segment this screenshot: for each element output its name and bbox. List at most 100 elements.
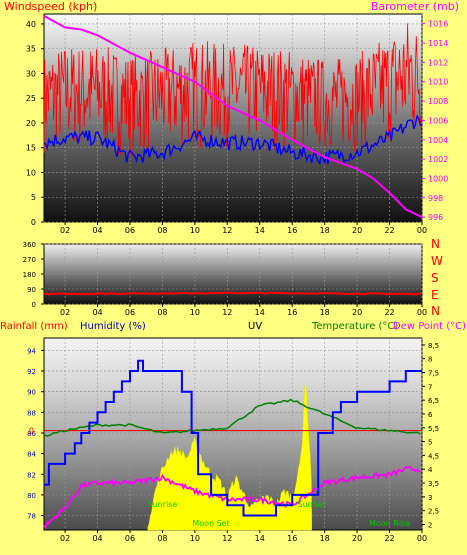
windspeed-axis-label: Windspeed (kph) (4, 0, 98, 13)
panel3-ytick-right-label-3,5: 3,5 (428, 480, 439, 488)
panel1-ytick-left-label-30: 30 (26, 69, 36, 78)
compass-label-w: W (431, 254, 443, 268)
panel1-ytick-right-label-1014: 1014 (428, 39, 448, 48)
panel3-xtick-label-00: 00 (417, 534, 427, 543)
panel1-ytick-right-label-1002: 1002 (428, 155, 448, 164)
panel3-ytick-right-label-8,5: 8,5 (428, 342, 439, 350)
panel2-ytick-label-180: 180 (23, 271, 36, 279)
panel2-xtick-label-16: 16 (287, 308, 297, 317)
panel3-ytick-left-label-88: 88 (27, 409, 36, 417)
panel3-ytick-right-label-4: 4 (428, 466, 433, 474)
panel1-xtick-label-22: 22 (384, 226, 394, 235)
panel2-xtick-label-08: 08 (157, 308, 167, 317)
wind-direction-line (43, 291, 422, 296)
wind-average-line (43, 114, 422, 166)
panel2-xtick-label-18: 18 (320, 308, 330, 317)
rain-humidity-temperature-chart: 78808284868890929422,533,544,555,566,577… (27, 337, 439, 543)
panel1-ytick-left-label-25: 25 (26, 94, 36, 103)
panel1-ytick-left-label-5: 5 (31, 193, 36, 202)
panel3-ytick-left-label-92: 92 (27, 368, 36, 376)
compass-label-n-top: N (431, 237, 440, 251)
panel3-xtick-label-16: 16 (287, 534, 297, 543)
panel3-xtick-label-20: 20 (352, 534, 362, 543)
panel1-ytick-left-label-20: 20 (26, 119, 36, 128)
barometer-line (43, 15, 423, 219)
panel2-xtick-label-02: 02 (60, 308, 70, 317)
panel3-ytick-right-label-7: 7 (428, 383, 432, 391)
panel2-xtick-label-10: 10 (190, 308, 200, 317)
barometer-axis-label: Barometer (mb) (370, 0, 459, 13)
panel1-ytick-right-label-998: 998 (428, 194, 443, 203)
panel1-ytick-left-label-15: 15 (26, 144, 36, 153)
uv-area (147, 384, 312, 531)
panel3-xtick-label-06: 06 (125, 534, 135, 543)
panel1-xtick-label-00: 00 (417, 226, 427, 235)
wind-gust-line (43, 23, 422, 157)
panel1-xtick-label-16: 16 (287, 226, 297, 235)
compass-label-s: S (431, 271, 439, 285)
wind-barometer-chart: 0510152025303540996998100010021004100610… (26, 13, 448, 235)
panel3-ytick-left-label-78: 78 (27, 513, 36, 521)
temperature-line (43, 398, 421, 437)
panel1-ytick-left-label-35: 35 (26, 45, 36, 54)
panel3-ytick-left-label-82: 82 (27, 471, 36, 479)
panel2-ytick-label-90: 90 (27, 286, 36, 294)
panel3-xtick-label-14: 14 (255, 534, 265, 543)
rainfall-zero-label: 0 (29, 427, 34, 436)
panel2-xtick-label-04: 04 (92, 308, 102, 317)
wind-direction-chart: 0 90 180 270 360 02 04 06 08 10 12 14 16 18 20 22 00 (23, 241, 427, 317)
panel3-ytick-right-label-2,5: 2,5 (428, 508, 439, 516)
panel1-ytick-left-label-40: 40 (26, 20, 36, 29)
panel3-ytick-right-label-5,5: 5,5 (428, 425, 439, 433)
panel3-ytick-right-label-2: 2 (428, 521, 432, 529)
panel3-ytick-right-label-8: 8 (428, 356, 432, 364)
panel1-xtick-label-10: 10 (190, 226, 200, 235)
panel1-xtick-label-18: 18 (320, 226, 330, 235)
panel3-xtick-label-04: 04 (92, 534, 102, 543)
panel1-ytick-right-label-1016: 1016 (428, 20, 448, 29)
panel1-ytick-right-label-1000: 1000 (428, 174, 448, 183)
panel1-xtick-label-02: 02 (60, 226, 70, 235)
annotation-sunset: SunSet (298, 500, 326, 509)
panel2-ytick-label-360: 360 (23, 241, 36, 249)
panel1-xtick-label-14: 14 (255, 226, 265, 235)
panel3-xtick-label-02: 02 (60, 534, 70, 543)
panel3-xtick-label-12: 12 (222, 534, 232, 543)
panel1-ytick-right-label-1010: 1010 (428, 78, 448, 87)
panel1-ytick-left-label-10: 10 (26, 168, 36, 177)
panel1-ytick-right-label-1004: 1004 (428, 136, 448, 145)
panel3-ytick-left-label-90: 90 (27, 389, 36, 397)
uv-axis-label: UV (248, 321, 263, 332)
panel3-ytick-right-label-5: 5 (428, 439, 432, 447)
panel1-ytick-right-label-1006: 1006 (428, 116, 448, 125)
annotation-sunrise: Sunrise (148, 500, 178, 509)
panel1-ytick-right-label-1012: 1012 (428, 58, 448, 67)
panel1-xtick-label-04: 04 (92, 226, 102, 235)
panel3-ytick-right-label-3: 3 (428, 494, 432, 502)
panel3-ytick-left-label-86: 86 (27, 430, 36, 438)
panel1-ytick-right-label-1008: 1008 (428, 97, 448, 106)
panel2-xtick-label-22: 22 (384, 308, 394, 317)
annotation-moon-set: Moon Set (192, 519, 229, 528)
panel2-xtick-label-20: 20 (352, 308, 362, 317)
panel2-xtick-label-12: 12 (222, 308, 232, 317)
compass-label-e: E (431, 288, 439, 302)
humidity-axis-label: Humidity (%) (80, 321, 146, 332)
panel3-xtick-label-22: 22 (384, 534, 394, 543)
panel3-ytick-left-label-94: 94 (27, 347, 36, 355)
panel3-ytick-right-label-4,5: 4,5 (428, 452, 439, 460)
annotation-moon-rise: Moon Rise (369, 519, 410, 528)
panel3-ytick-left-label-84: 84 (27, 451, 36, 459)
panel2-xtick-label-00: 00 (417, 308, 427, 317)
panel2-xtick-label-14: 14 (255, 308, 265, 317)
panel1-ytick-left-label-0: 0 (31, 218, 36, 227)
panel2-xtick-label-06: 06 (125, 308, 135, 317)
compass-label-n-bottom: N (431, 304, 440, 318)
panel2-ytick-label-0: 0 (32, 301, 36, 309)
panel3-xtick-label-10: 10 (190, 534, 200, 543)
panel1-plot-area (44, 14, 422, 222)
panel3-ytick-right-label-6: 6 (428, 411, 433, 419)
dewpoint-line (43, 465, 421, 530)
panel3-ytick-right-label-7,5: 7,5 (428, 370, 439, 378)
rainfall-axis-label: Rainfall (mm) (0, 321, 68, 332)
